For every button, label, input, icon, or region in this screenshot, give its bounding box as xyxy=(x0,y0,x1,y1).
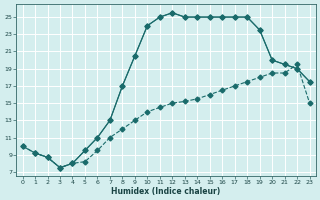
X-axis label: Humidex (Indice chaleur): Humidex (Indice chaleur) xyxy=(111,187,221,196)
